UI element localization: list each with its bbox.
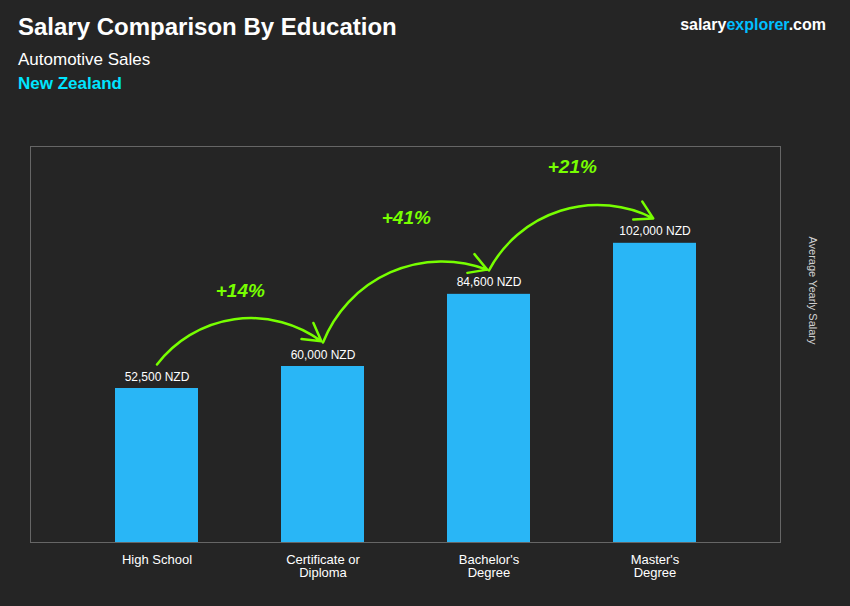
html-text:Salary Comparison By Education: Salary Comparison By Education <box>18 13 397 40</box>
svg-text:+41%: +41% <box>382 207 431 228</box>
svg-text:52,500 NZD: 52,500 NZD <box>125 370 190 384</box>
svg-text:60,000 NZD: 60,000 NZD <box>291 348 356 362</box>
svg-text:Bachelor'sDegree: Bachelor'sDegree <box>459 552 520 580</box>
svg-text:Master'sDegree: Master'sDegree <box>631 552 680 580</box>
svg-text:+14%: +14% <box>216 280 265 301</box>
html-text:salary explorer.com: salary explorer.com <box>680 16 826 33</box>
svg-text:102,000 NZD: 102,000 NZD <box>619 224 691 238</box>
svg-text:84,600 NZD: 84,600 NZD <box>457 275 522 289</box>
svg-text:High School: High School <box>122 552 192 567</box>
svg-text:Certificate orDiploma: Certificate orDiploma <box>286 552 360 580</box>
html-text:New Zealand: New Zealand <box>18 74 122 93</box>
html-text:Automotive Sales: Automotive Sales <box>18 50 151 69</box>
svg-text:+21%: +21% <box>548 156 597 177</box>
svg-text:Average Yearly Salary: Average Yearly Salary <box>807 236 819 345</box>
